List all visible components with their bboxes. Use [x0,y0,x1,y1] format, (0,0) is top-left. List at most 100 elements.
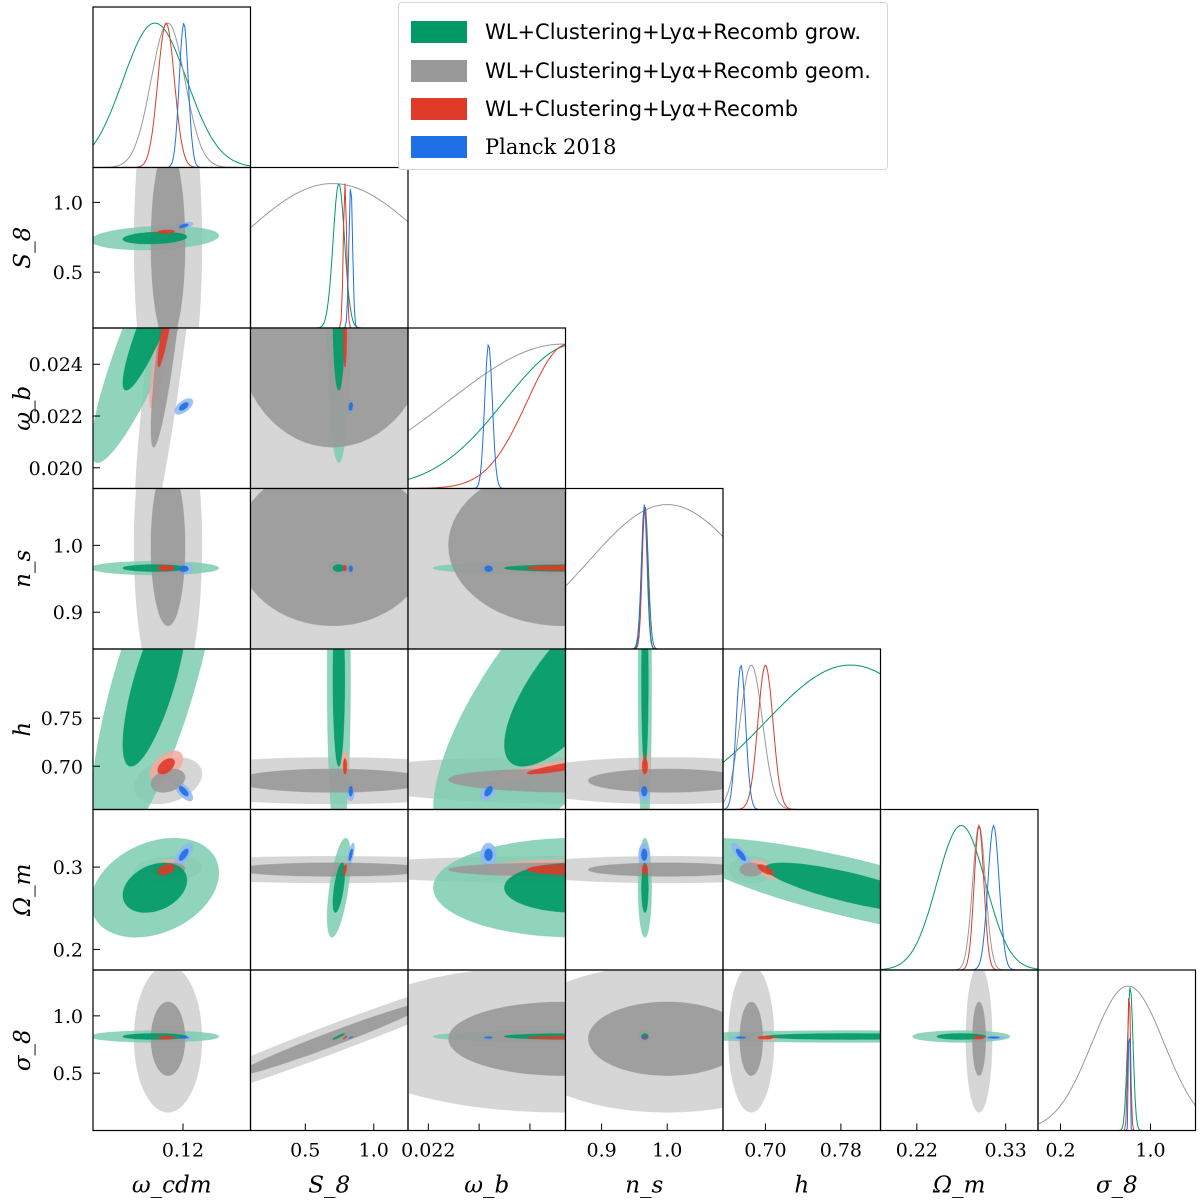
marginal-1-ds1 [250,183,408,229]
contour-1sigma-ds0 [332,1033,346,1040]
x-tick-label: 0.33 [985,1140,1027,1162]
contour-1sigma-ds0 [332,328,346,391]
contour-1sigma-ds1 [150,768,186,793]
contour-1sigma-ds3 [641,848,648,861]
contour-1sigma-ds2 [157,864,175,875]
panel-4-3 [565,649,723,810]
contour-1sigma-ds1 [739,862,764,877]
panel-2-1 [250,328,408,489]
contour-1sigma-ds1 [448,1001,566,1077]
contour-1sigma-ds1 [587,1001,723,1077]
y-tick-label: 0.024 [29,354,83,376]
contour-1sigma-ds3 [177,1036,190,1039]
marginal-6-ds3 [1038,1037,1196,1131]
y-tick-label: 0.2 [53,939,83,961]
contour-1sigma-ds0 [503,564,566,572]
panel-4-1 [250,649,408,810]
marginal-1-ds3 [250,189,408,328]
panel-0-0 [93,22,251,168]
contour-2sigma-ds0 [432,837,566,938]
contour-1sigma-ds3 [641,785,648,797]
contour-1sigma-ds0 [122,649,184,767]
contour-1sigma-ds3 [484,565,493,573]
y-tick-label: 0.70 [41,756,83,778]
y-tick-label: 0.9 [53,602,83,624]
marginal-3-ds3 [565,504,723,649]
marginal-6-ds0 [1038,987,1196,1131]
contour-1sigma-ds3 [641,1036,648,1039]
x-axis-label: σ_8 [1096,1173,1138,1199]
marginal-0-ds0 [93,22,251,167]
panel-5-3 [565,837,723,938]
panel-frame [92,6,252,169]
x-tick-label: 1.0 [652,1140,682,1162]
panel-6-0 [93,970,220,1113]
panel-5-4 [723,837,881,925]
contour-1sigma-ds1 [739,1001,764,1077]
legend-item-planck: Planck 2018 [411,130,617,164]
legend-swatch-geom [411,60,467,82]
contour-1sigma-ds0 [122,862,188,913]
contour-1sigma-ds2 [342,863,348,875]
legend-swatch-planck [411,136,467,158]
panel-3-0 [93,488,220,649]
contour-1sigma-ds1 [587,862,723,877]
contour-1sigma-ds3 [484,1036,493,1039]
contour-1sigma-ds3 [178,565,189,573]
x-tick-label: 0.5 [290,1140,320,1162]
contour-1sigma-ds3 [178,223,189,229]
legend: WL+Clustering+Lyα+Recomb grow. WL+Cluste… [398,2,888,170]
x-tick-label: 0.2 [1045,1140,1075,1162]
contour-1sigma-ds1 [250,488,408,627]
contour-1sigma-ds0 [936,1033,987,1040]
marginal-0-ds2 [93,22,251,168]
marginal-5-ds2 [880,823,1038,970]
legend-label-geom: WL+Clustering+Lyα+Recomb geom. [485,59,871,83]
marginal-5-ds1 [880,824,1038,970]
y-tick-label: 0.022 [29,406,83,428]
contour-1sigma-ds2 [342,1035,348,1040]
panel-frame [249,166,409,329]
marginal-4-ds1 [723,664,881,810]
contour-1sigma-ds2 [157,758,175,775]
panel-5-5 [880,823,1038,970]
marginal-6-ds1 [1038,985,1196,1125]
y-axis-label: Ω_m [10,864,36,917]
contour-1sigma-ds1 [250,862,408,877]
contour-1sigma-ds3 [986,1036,1000,1039]
x-axis-label: n_s [625,1173,663,1199]
panel-6-6 [1038,985,1196,1131]
contour-1sigma-ds0 [504,649,566,767]
y-axis-label: h [10,722,36,737]
panel-6-4 [723,970,881,1113]
panel-4-0 [93,649,206,810]
marginal-4-ds3 [723,664,881,810]
contour-1sigma-ds2 [157,229,176,234]
legend-item-grow: WL+Clustering+Lyα+Recomb grow. [411,15,861,49]
contour-1sigma-ds0 [503,862,566,913]
marginal-4-ds0 [723,664,881,763]
y-tick-label: 0.5 [53,262,83,284]
contour-1sigma-ds1 [150,488,186,627]
contour-1sigma-ds2 [157,1035,176,1040]
y-tick-label: 0.020 [29,458,83,480]
x-tick-label: 0.9 [586,1140,616,1162]
panel-2-2 [408,343,566,489]
x-axis-label: ω_cdm [132,1173,212,1199]
contour-1sigma-ds0 [122,1033,188,1040]
contour-1sigma-ds2 [526,564,566,572]
contour-1sigma-ds2 [157,564,175,572]
contour-1sigma-ds3 [178,848,189,861]
panel-frame [879,969,1039,1132]
y-tick-label: 0.75 [41,708,83,730]
contour-1sigma-ds0 [764,1033,881,1040]
x-axis-label: Ω_m [932,1173,985,1199]
contour-1sigma-ds3 [735,1036,747,1039]
contour-1sigma-ds1 [250,768,408,793]
marginal-4-ds2 [723,664,881,810]
contour-1sigma-ds2 [641,864,648,875]
contour-1sigma-ds3 [348,848,353,861]
x-axis-label: ω_b [464,1173,509,1199]
contour-1sigma-ds0 [641,862,649,913]
